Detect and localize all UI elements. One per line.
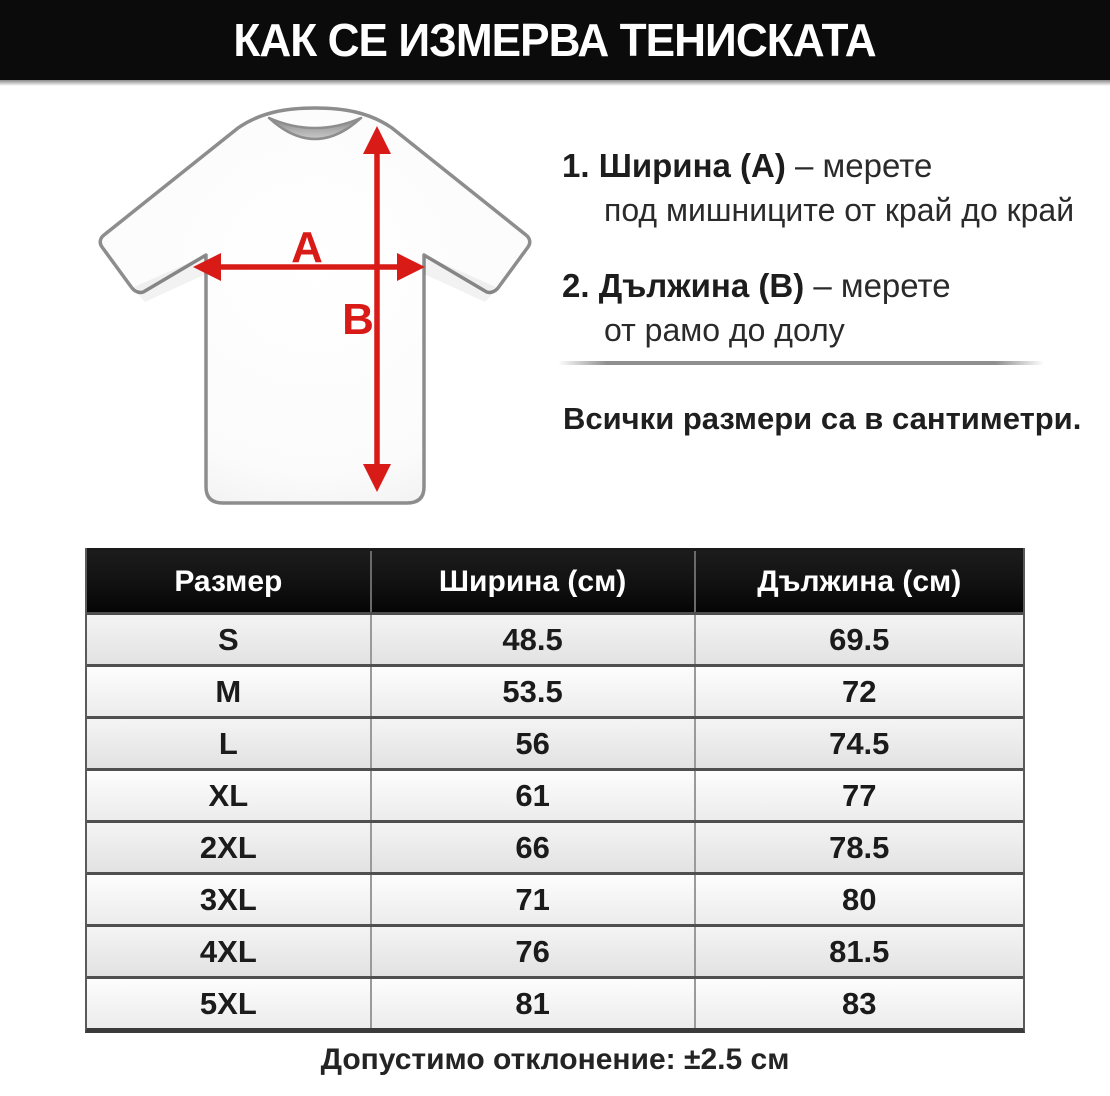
cell-size: 2XL xyxy=(199,829,257,865)
instruction-number: 2. xyxy=(562,267,590,304)
instruction-text: – мерете xyxy=(813,267,951,304)
cell-size: XL xyxy=(208,777,249,813)
tshirt-diagram: A B xyxy=(85,103,545,525)
tolerance-note: Допустимо отклонение: ±2.5 см xyxy=(320,1043,790,1076)
table-row: XL 61 77 xyxy=(87,768,1023,820)
cell-size: 5XL xyxy=(199,985,257,1021)
cell-width: 66 xyxy=(369,823,694,872)
measurement-instructions: 1. Ширина (А) – мерете под мишниците от … xyxy=(562,144,1110,384)
instruction-text: – мерете xyxy=(795,147,933,184)
instruction-term: Дължина (В) xyxy=(598,267,805,304)
length-arrow-b xyxy=(363,126,391,492)
cell-length: 78.5 xyxy=(693,823,1023,872)
cell-length: 74.5 xyxy=(693,719,1023,768)
cell-size: L xyxy=(218,725,238,761)
table-row: M 53.5 72 xyxy=(87,664,1023,716)
instruction-width: 1. Ширина (А) – мерете под мишниците от … xyxy=(562,144,1110,232)
cell-length: 72 xyxy=(693,667,1023,716)
size-table: Размер Ширина (см) Дължина (см) S 48.5 6… xyxy=(85,548,1025,1033)
table-row: S 48.5 69.5 xyxy=(87,612,1023,664)
cell-length: 77 xyxy=(693,771,1023,820)
instruction-width-line1: 1. Ширина (А) – мерете xyxy=(562,144,1110,188)
header-cell-size: Размер xyxy=(174,564,283,598)
cell-size: S xyxy=(217,621,239,657)
instruction-number: 1. xyxy=(562,147,590,184)
table-header-row: Размер Ширина (см) Дължина (см) xyxy=(87,548,1023,612)
banner-shadow xyxy=(0,80,1110,86)
page-title: КАК СЕ ИЗМЕРВА ТЕНИСКАТА xyxy=(233,14,877,66)
cell-width: 61 xyxy=(369,771,694,820)
table-row: 5XL 81 83 xyxy=(87,976,1023,1028)
units-note: Всички размери са в сантиметри. xyxy=(563,401,1082,436)
instruction-width-line2: под мишниците от край до край xyxy=(604,192,1075,228)
cell-width: 81 xyxy=(369,979,694,1028)
cell-width: 56 xyxy=(369,719,694,768)
header-cell-width: Ширина (см) xyxy=(369,551,694,612)
instruction-length-line2: от рамо до долу xyxy=(604,312,845,348)
cell-size: 4XL xyxy=(199,933,257,969)
cell-length: 80 xyxy=(693,875,1023,924)
tshirt-illustration: A B xyxy=(98,106,532,505)
table-row: 4XL 76 81.5 xyxy=(87,924,1023,976)
cell-width: 53.5 xyxy=(369,667,694,716)
cell-size: M xyxy=(215,673,242,709)
measure-label-a: A xyxy=(291,223,323,272)
instruction-length-line1: 2. Дължина (В) – мерете xyxy=(562,264,1110,308)
cell-length: 81.5 xyxy=(693,927,1023,976)
tshirt-shape xyxy=(98,106,532,505)
table-row: L 56 74.5 xyxy=(87,716,1023,768)
left-sleeve-shadow xyxy=(132,255,206,302)
instruction-term: Ширина (А) xyxy=(598,147,786,184)
tshirt-collar xyxy=(267,116,363,141)
table-row: 2XL 66 78.5 xyxy=(87,820,1023,872)
cell-width: 76 xyxy=(369,927,694,976)
cell-length: 83 xyxy=(693,979,1023,1028)
width-arrow-a xyxy=(193,253,425,281)
cell-size: 3XL xyxy=(199,881,257,917)
cell-width: 71 xyxy=(369,875,694,924)
right-sleeve-shadow xyxy=(424,255,498,302)
table-row: 3XL 71 80 xyxy=(87,872,1023,924)
header-cell-length: Дължина (см) xyxy=(693,551,1023,612)
title-banner: КАК СЕ ИЗМЕРВА ТЕНИСКАТА xyxy=(0,0,1110,80)
cell-length: 69.5 xyxy=(693,615,1023,664)
cell-width: 48.5 xyxy=(369,615,694,664)
instruction-length: 2. Дължина (В) – мерете от рамо до долу xyxy=(562,264,1110,352)
measure-label-b: B xyxy=(342,295,374,344)
section-divider xyxy=(558,361,1044,365)
